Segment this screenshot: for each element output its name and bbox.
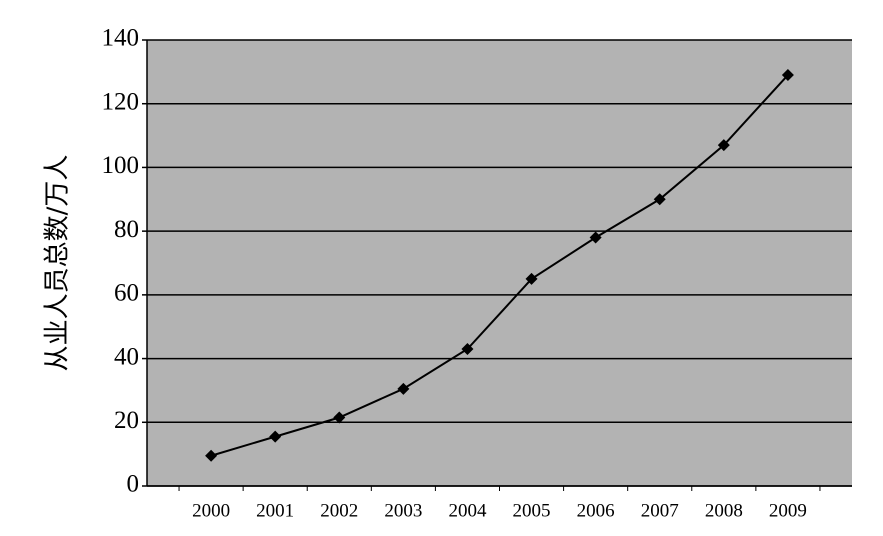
marker	[397, 382, 410, 395]
y-tick-label: 20	[114, 407, 139, 434]
marker	[269, 430, 282, 443]
plot-area	[147, 40, 852, 486]
line	[210, 74, 789, 457]
x-tick-label: 2004	[448, 500, 487, 521]
marker	[781, 69, 794, 82]
x-tick-label: 2002	[320, 500, 358, 521]
x-tick-label: 2003	[384, 500, 422, 521]
marker	[461, 343, 474, 356]
x-tick-label: 2006	[577, 500, 615, 521]
marker	[653, 193, 666, 206]
marker	[205, 449, 218, 462]
x-tick-label: 2000	[192, 500, 230, 521]
marker	[525, 272, 538, 285]
x-tick-label: 2009	[769, 500, 807, 521]
y-tick-label: 120	[102, 88, 140, 115]
y-tick-label: 0	[127, 471, 140, 498]
y-tick-label: 60	[114, 280, 139, 307]
marker	[333, 411, 346, 424]
y-tick-label: 40	[114, 343, 139, 370]
marker	[589, 231, 602, 244]
marker	[717, 139, 730, 152]
y-tick-label: 80	[114, 216, 139, 243]
x-tick-label: 2008	[705, 500, 743, 521]
y-axis-label: 从业人员总数/万人	[43, 155, 73, 372]
y-tick-label: 100	[102, 152, 140, 179]
x-tick-label: 2007	[641, 500, 679, 521]
y-tick-label: 140	[102, 25, 140, 52]
x-tick-label: 2005	[513, 500, 551, 521]
x-tick-label: 2001	[256, 500, 294, 521]
